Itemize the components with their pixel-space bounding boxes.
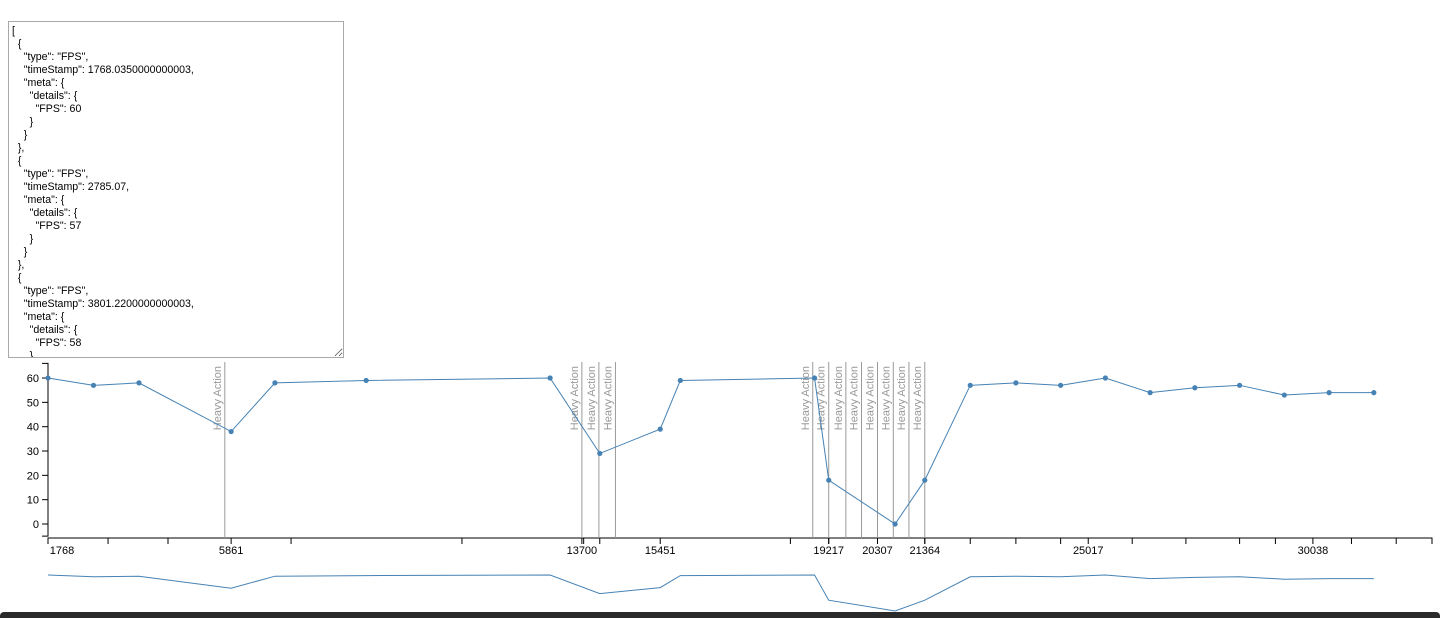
annotation-label: Heavy Action — [212, 366, 224, 430]
data-point[interactable] — [363, 377, 369, 384]
x-tick-label: 15451 — [645, 545, 676, 557]
x-tick-label: 30038 — [1298, 545, 1329, 557]
window-bottom-edge — [0, 612, 1440, 618]
y-tick-label: 10 — [27, 495, 39, 507]
y-tick-label: 30 — [27, 446, 39, 458]
data-point[interactable] — [597, 450, 603, 457]
y-tick-label: 50 — [27, 397, 39, 409]
data-point[interactable] — [967, 382, 973, 388]
x-tick-label: 1768 — [50, 545, 74, 557]
fps-line — [47, 377, 1374, 525]
heavy-action-annotations: Heavy Action Heavy Action Heavy Action Heav… — [212, 362, 926, 538]
fps-series — [45, 375, 1377, 527]
y-tick-label: 20 — [27, 470, 39, 482]
data-point[interactable] — [272, 380, 278, 386]
data-point[interactable] — [826, 477, 832, 483]
annotation-label: Heavy Action — [849, 366, 861, 430]
y-axis: 0 10 20 30 40 50 60 — [27, 362, 49, 537]
data-point[interactable] — [1237, 382, 1243, 388]
data-point[interactable] — [547, 375, 553, 381]
data-point[interactable] — [136, 380, 142, 386]
data-point[interactable] — [1281, 392, 1287, 398]
y-tick-label: 40 — [27, 422, 39, 434]
x-tick-label: 19217 — [813, 545, 844, 557]
overview-series — [47, 574, 1374, 612]
fps-line-chart: 0 10 20 30 40 50 60 1768 5861 13700 15451 19217 203… — [27, 362, 1433, 557]
data-point[interactable] — [1058, 382, 1064, 388]
data-point[interactable] — [657, 426, 663, 432]
annotation-label: Heavy Action — [833, 366, 845, 430]
x-axis: 1768 5861 13700 15451 19217 20307 21364 25017 30… — [47, 537, 1433, 557]
data-point[interactable] — [1102, 375, 1108, 381]
data-point[interactable] — [811, 375, 818, 381]
annotation-label: Heavy Action — [864, 366, 876, 430]
x-tick-label: 21364 — [909, 545, 940, 557]
data-point[interactable] — [228, 428, 234, 435]
x-tick-label: 13700 — [567, 545, 598, 557]
x-axis-line — [47, 537, 1433, 544]
y-axis-line — [42, 362, 49, 537]
x-tick-label: 5861 — [219, 545, 243, 557]
data-point[interactable] — [1326, 390, 1332, 396]
y-tick-label: 0 — [33, 519, 39, 531]
annotation-label: Heavy Action — [602, 366, 614, 430]
data-point[interactable] — [677, 377, 683, 384]
data-point[interactable] — [45, 375, 51, 381]
data-point[interactable] — [892, 521, 898, 527]
json-input-textarea[interactable] — [8, 21, 344, 358]
data-point[interactable] — [90, 382, 97, 388]
annotation-label: Heavy Action — [816, 366, 828, 430]
annotation-label: Heavy Action — [896, 366, 908, 430]
x-tick-label: 25017 — [1073, 545, 1104, 557]
y-tick-label: 60 — [27, 373, 39, 385]
annotation-label: Heavy Action — [880, 366, 892, 430]
data-point[interactable] — [1147, 390, 1153, 396]
annotation-label: Heavy Action — [569, 366, 581, 430]
data-point[interactable] — [922, 477, 928, 483]
overview-brush-chart[interactable] — [0, 560, 1440, 612]
data-point[interactable] — [1371, 390, 1377, 396]
overview-line — [47, 574, 1374, 612]
x-tick-label: 20307 — [862, 545, 893, 557]
annotation-label: Heavy Action — [912, 366, 924, 430]
annotation-label: Heavy Action — [800, 366, 812, 430]
data-point[interactable] — [1192, 385, 1198, 391]
annotation-label: Heavy Action — [586, 366, 598, 430]
data-point[interactable] — [1013, 380, 1019, 386]
